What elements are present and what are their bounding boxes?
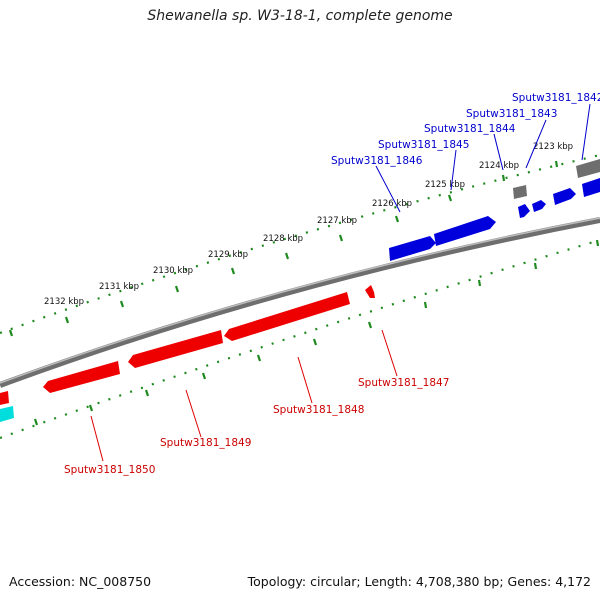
reverse-label-lines [90,329,398,462]
gene-Sputw3181_1842 [582,178,600,197]
forward-genes [389,178,600,261]
gene-label-Sputw3181_1844: Sputw3181_1844 [424,123,516,135]
gene-Sputw3181_1850 [43,361,120,393]
gene-label-Sputw3181_1850: Sputw3181_1850 [64,464,155,476]
gene-label-Sputw3181_1849: Sputw3181_1849 [160,437,251,449]
other-feature-blocks [513,159,600,199]
gene-label-Sputw3181_1847: Sputw3181_1847 [358,377,449,389]
kbp-label: 2126 kbp [372,199,412,209]
gene-Sputw3181_1848a [224,292,350,341]
rna-feature [0,406,14,422]
gene-Sputw3181_1843 [553,188,576,205]
genome-backbone [0,217,600,388]
genome-backbone-highlight [0,217,600,384]
gene-label-Sputw3181_1842: Sputw3181_1842 [512,92,600,104]
gene-Sputw3181_1847 [365,285,375,298]
gene-Sputw3181_1846a [434,216,496,246]
gene-left-edge [0,391,9,405]
kbp-label: 2132 kbp [44,297,84,307]
kbp-label: 2124 kbp [479,161,519,171]
accession-text: Accession: NC_008750 [9,574,152,589]
gene-Sputw3181_1846b [389,236,436,261]
outer-tick-ring [0,153,600,335]
other-feature [576,159,600,178]
gene-label-Sputw3181_1846: Sputw3181_1846 [331,155,423,167]
gene-label-Sputw3181_1848: Sputw3181_1848 [273,404,364,416]
kbp-label: 2125 kbp [425,180,465,190]
kbp-label: 2128 kbp [263,234,303,244]
forward-label-lines [375,103,591,213]
kbp-label: 2131 kbp [99,282,139,292]
inner-major-ticks [33,239,600,426]
gene-Sputw3181_1849 [128,330,223,368]
kbp-label: 2127 kbp [317,216,357,226]
map-title: Shewanella sp. W3-18-1, complete genome [147,8,453,24]
reverse-genes [0,285,375,405]
topology-text: Topology: circular; Length: 4,708,380 bp… [247,574,591,589]
kbp-label: 2123 kbp [533,142,573,152]
kbp-label: 2130 kbp [153,266,193,276]
outer-major-ticks [8,160,559,337]
gene-label-Sputw3181_1843: Sputw3181_1843 [466,108,557,120]
kbp-label: 2129 kbp [208,250,248,260]
gene-Sputw3181_1844 [532,200,546,212]
gene-label-Sputw3181_1845: Sputw3181_1845 [378,139,469,151]
gene-Sputw3181_1845 [518,204,530,218]
other-feature [513,185,527,199]
